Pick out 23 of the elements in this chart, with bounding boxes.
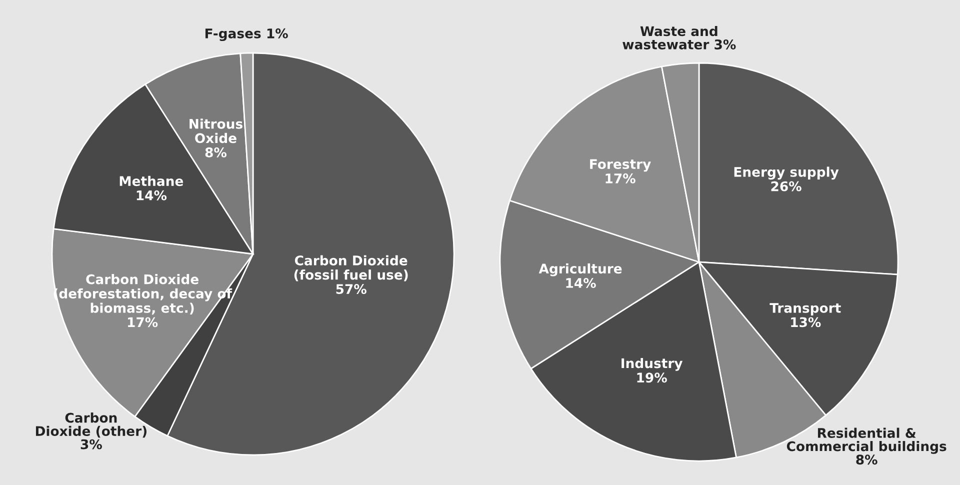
slice-label: Carbon Dioxide (fossil fuel use) [294, 255, 408, 282]
data-label: 26% [771, 181, 802, 192]
data-label: 17% [128, 317, 158, 328]
data-label: 19% [637, 372, 667, 383]
data-label: 57% [336, 284, 366, 294]
slice-label: Transport [770, 303, 841, 316]
slice-label: Energy supply [734, 166, 839, 180]
slice-label: Forestry [590, 159, 651, 172]
data-label: 8% [205, 147, 227, 158]
data-label: 8% [856, 454, 878, 465]
slice-label: Waste and wastewater 3% [622, 26, 736, 50]
data-label: 14% [136, 190, 167, 200]
data-label: 17% [606, 173, 636, 184]
data-label: 13% [791, 317, 821, 328]
data-label: 3% [80, 439, 102, 450]
slice-label: Residential & Commercial buildings [786, 428, 946, 454]
slice-label: Nitrous Oxide [190, 118, 242, 144]
data-label: 14% [566, 278, 596, 288]
slice-label: F-gases 1% [205, 28, 288, 42]
slice-label: Agriculture [538, 263, 622, 276]
slice-label: Carbon Dioxide (other) [36, 412, 146, 438]
slice-label: Methane [120, 176, 184, 186]
slice-label: Industry [622, 358, 683, 371]
